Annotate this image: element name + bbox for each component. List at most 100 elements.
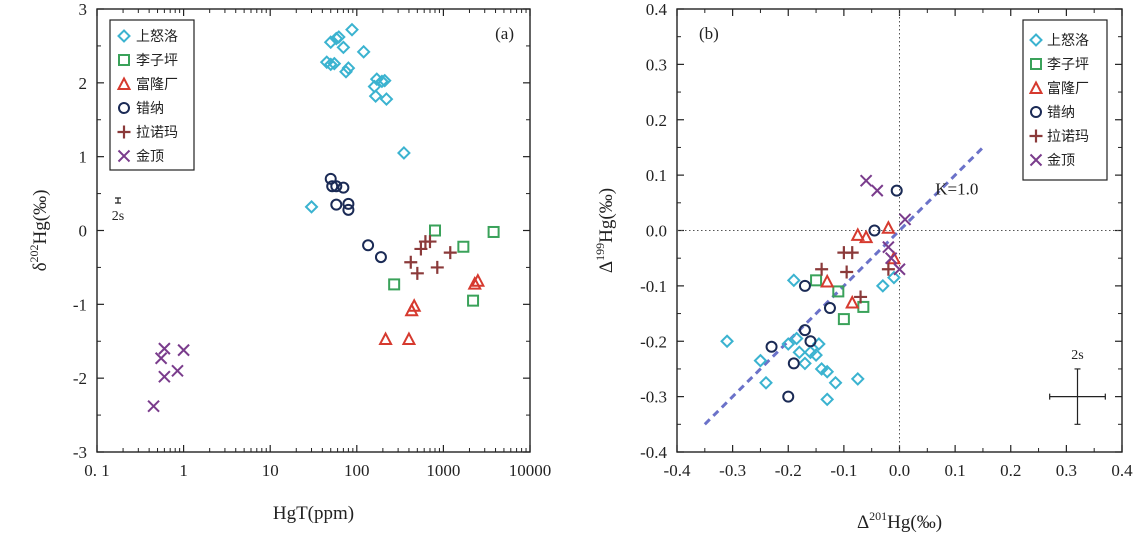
panel-a: 0. 1 1 10 100 1000 10000 -3 -2 -1 0 1 2 3 HgT(ppm) δ20… (27, 0, 551, 524)
data-point (158, 342, 171, 355)
x-axis-title-sup: 201 (869, 509, 887, 523)
data-point (467, 294, 480, 307)
series-plus (815, 246, 895, 304)
panel-label: (a) (495, 24, 514, 43)
data-point (875, 278, 890, 293)
legend-marker (1030, 106, 1042, 118)
y-tick-label: 0.2 (646, 111, 667, 130)
y-axis-title: δ202Hg(‰) (27, 190, 51, 272)
data-point (820, 364, 835, 379)
x-tick-label: 10 (262, 461, 279, 480)
x-tick-label: 10000 (509, 461, 552, 480)
data-point (407, 298, 422, 312)
x-tick-label: 0. 1 (84, 461, 110, 480)
x-tick-label: 0.3 (1056, 461, 1077, 480)
data-point (815, 262, 829, 276)
data-point (401, 331, 417, 346)
y-tick-label: -0.1 (640, 277, 667, 296)
x-tick-label: -0.1 (830, 461, 857, 480)
data-point (323, 57, 338, 72)
error-bar (115, 197, 121, 204)
data-point (397, 146, 411, 160)
error-cross (1049, 368, 1106, 425)
x-tick-label: 0.1 (945, 461, 966, 480)
y-tick-label: 0.4 (646, 0, 668, 19)
data-point (850, 371, 865, 386)
data-point (147, 400, 160, 413)
data-point (809, 348, 823, 363)
data-point (378, 331, 393, 346)
legend-label: 错纳 (1047, 105, 1075, 121)
y-tick-label: -2 (73, 369, 87, 388)
data-point (331, 30, 346, 44)
data-point (871, 184, 884, 197)
y-axis-title-sup: 199 (593, 243, 607, 261)
x-tick-label: -0.3 (719, 461, 746, 480)
data-point (840, 265, 854, 279)
data-point (753, 353, 768, 368)
plot-frame (96, 8, 531, 453)
y-tick-label: 0.0 (646, 222, 667, 241)
data-point (443, 246, 457, 260)
data-point (828, 375, 843, 390)
data-point (820, 392, 835, 407)
data-point (330, 198, 343, 211)
data-point (858, 229, 874, 244)
x-axis-title-main: Δ (857, 512, 869, 533)
x-tick-label: 0.2 (1000, 461, 1021, 480)
y-tick-label: 1 (79, 148, 88, 167)
data-point (177, 343, 190, 357)
series-diamond (304, 22, 411, 214)
legend-label: 上怒洛 (1047, 33, 1089, 49)
data-point (470, 273, 486, 287)
data-point (362, 239, 375, 252)
y-tick-label: 3 (79, 0, 88, 19)
y-tick-label: 0.3 (646, 55, 667, 74)
y-axis-title-rest: Hg(‰) (596, 188, 617, 243)
legend-label: 金顶 (1047, 153, 1075, 169)
legend-label: 富隆厂 (1047, 80, 1089, 97)
y-tick-label: 2 (79, 74, 88, 93)
data-point (823, 302, 836, 315)
data-point (429, 224, 442, 237)
data-point (154, 352, 168, 365)
data-point (377, 73, 392, 88)
data-point (339, 64, 353, 79)
legend-marker (1028, 80, 1044, 94)
data-point (845, 246, 859, 260)
legend-frame (1022, 19, 1108, 181)
data-point (782, 390, 795, 403)
data-point (414, 242, 428, 256)
data-point (898, 213, 912, 226)
legend-marker (116, 76, 132, 90)
series-x (859, 174, 912, 276)
data-point (158, 370, 171, 383)
legend-label: 拉诺玛 (136, 125, 178, 141)
series-circle (765, 184, 903, 403)
y-tick-label: -3 (73, 443, 87, 462)
data-point (850, 227, 865, 241)
data-point (798, 279, 811, 292)
x-axis-title-rest: Hg(‰) (887, 512, 942, 533)
data-point (882, 240, 895, 254)
y-axis-title-rest: Hg(‰) (30, 190, 51, 245)
x-tick-label: 0.0 (889, 461, 910, 480)
legend-label: 金顶 (136, 149, 164, 165)
error-cross-label: 2s (1071, 348, 1083, 363)
data-point (171, 364, 184, 377)
data-point (893, 263, 906, 276)
data-point (720, 334, 734, 349)
legend-marker (117, 125, 131, 139)
data-point (786, 273, 801, 288)
panel-label: (b) (699, 24, 719, 43)
data-point (374, 251, 387, 264)
legend-label: 李子坪 (136, 53, 178, 69)
legend-marker (117, 29, 131, 43)
data-point (832, 285, 845, 298)
data-point (345, 22, 359, 37)
y-tick-label: 0.1 (646, 166, 667, 185)
data-point (342, 203, 355, 216)
data-point (810, 274, 823, 287)
error-cross-caps (1049, 368, 1106, 425)
